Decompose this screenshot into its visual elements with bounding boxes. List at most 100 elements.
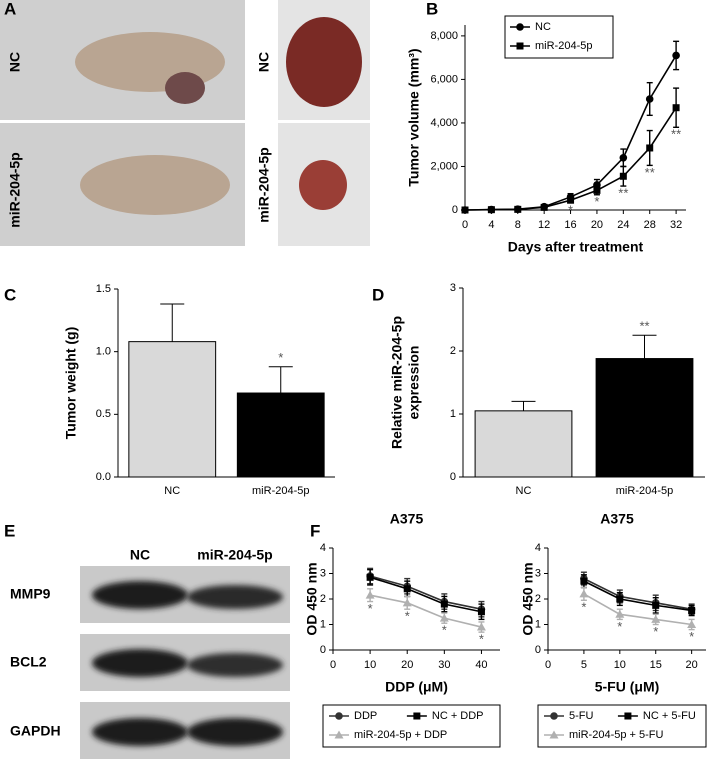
marker [549, 730, 559, 739]
y-tick-label: 0.0 [96, 471, 111, 483]
marker [476, 622, 486, 631]
y-axis-label: Relative miR-204-5p [389, 316, 405, 449]
marker [687, 620, 697, 628]
y-tick-label: 4,000 [430, 117, 458, 129]
blot-column: NC [130, 547, 150, 563]
x-tick-label: 0 [462, 219, 468, 231]
x-tick-label: 10 [614, 659, 626, 671]
marker [688, 606, 696, 614]
panel-label: C [4, 285, 16, 304]
band [92, 718, 188, 746]
band [92, 649, 188, 677]
legend-label: DDP [354, 710, 377, 722]
x-tick-label: 28 [644, 219, 656, 231]
x-tick-label: 32 [670, 219, 682, 231]
x-tick-label: 8 [515, 219, 521, 231]
series-line [464, 55, 677, 211]
legend-label: NC + 5-FU [643, 710, 696, 722]
x-tick-label: 12 [538, 219, 550, 231]
y-tick-label: 2 [535, 593, 541, 605]
significance: * [405, 609, 410, 624]
marker [516, 42, 524, 50]
significance: * [594, 194, 599, 209]
x-axis-label: 5-FU (μM) [595, 679, 660, 695]
marker [616, 595, 624, 603]
marker [477, 608, 485, 616]
band [92, 581, 188, 609]
photo-label: miR-204-5p [7, 152, 23, 227]
panel-label: A [4, 0, 16, 18]
y-tick-label: 3 [450, 282, 456, 294]
y-axis-label: Tumor weight (g) [63, 327, 79, 440]
x-tick-label: 30 [438, 659, 450, 671]
marker [579, 589, 589, 598]
x-tick-label: NC [164, 485, 180, 497]
panel-label: F [310, 521, 320, 540]
series-line [369, 575, 482, 610]
y-tick-label: 0 [320, 644, 326, 656]
x-axis-label: Days after treatment [508, 239, 644, 255]
significance: ** [645, 165, 655, 180]
y-tick-label: 4 [535, 542, 541, 554]
y-tick-label: 1 [450, 408, 456, 420]
tumor [165, 72, 205, 104]
bar [128, 341, 217, 478]
y-tick-label: 3 [535, 567, 541, 579]
marker [619, 153, 628, 162]
x-tick-label: miR-204-5p [252, 485, 309, 497]
series-line [369, 594, 482, 628]
series-line [583, 593, 692, 626]
x-tick-label: 24 [617, 219, 629, 231]
marker [461, 206, 469, 214]
marker [619, 172, 627, 180]
marker [593, 181, 601, 189]
marker [651, 614, 661, 623]
photos [0, 0, 370, 246]
band [187, 718, 283, 746]
y-tick-label: 8,000 [430, 30, 458, 42]
marker [365, 590, 375, 599]
chart-title: A375 [600, 511, 634, 527]
blot-row: GAPDH [10, 723, 61, 739]
marker [615, 609, 625, 618]
marker [646, 144, 654, 152]
x-tick-label: 20 [591, 219, 603, 231]
x-axis-label: DDP (μM) [385, 679, 448, 695]
legend-label: 5-FU [569, 710, 594, 722]
band [187, 653, 283, 677]
marker [402, 598, 412, 607]
panel-label: D [372, 285, 384, 304]
marker [516, 23, 524, 31]
x-tick-label: 20 [401, 659, 413, 671]
legend-box [537, 704, 707, 748]
panel-label: B [426, 0, 438, 18]
y-tick-label: 0.5 [96, 408, 111, 420]
mouse [80, 155, 230, 215]
blot [80, 566, 290, 759]
blot-row: MMP9 [10, 586, 51, 602]
x-tick-label: NC [516, 485, 532, 497]
significance: * [617, 619, 622, 634]
significance: ** [618, 185, 628, 200]
x-tick-label: 15 [650, 659, 662, 671]
y-tick-label: 6,000 [430, 73, 458, 85]
y-tick-label: 3 [320, 567, 326, 579]
marker [580, 577, 588, 585]
photo-label: NC [7, 52, 23, 72]
marker [487, 206, 495, 214]
x-tick-label: 5 [581, 659, 587, 671]
x-tick-label: 40 [475, 659, 487, 671]
y-tick-label: 1.5 [96, 283, 111, 295]
legend-label: miR-204-5p + DDP [354, 729, 447, 741]
significance: * [581, 600, 586, 615]
x-tick-label: 20 [686, 659, 698, 671]
marker [413, 712, 421, 720]
legend-label: NC [535, 21, 551, 33]
x-tick-label: 4 [488, 219, 494, 231]
series-line [583, 577, 692, 610]
marker [440, 600, 448, 608]
significance: * [653, 624, 658, 639]
series-line [369, 576, 482, 613]
legend-label: miR-204-5p + 5-FU [569, 729, 664, 741]
